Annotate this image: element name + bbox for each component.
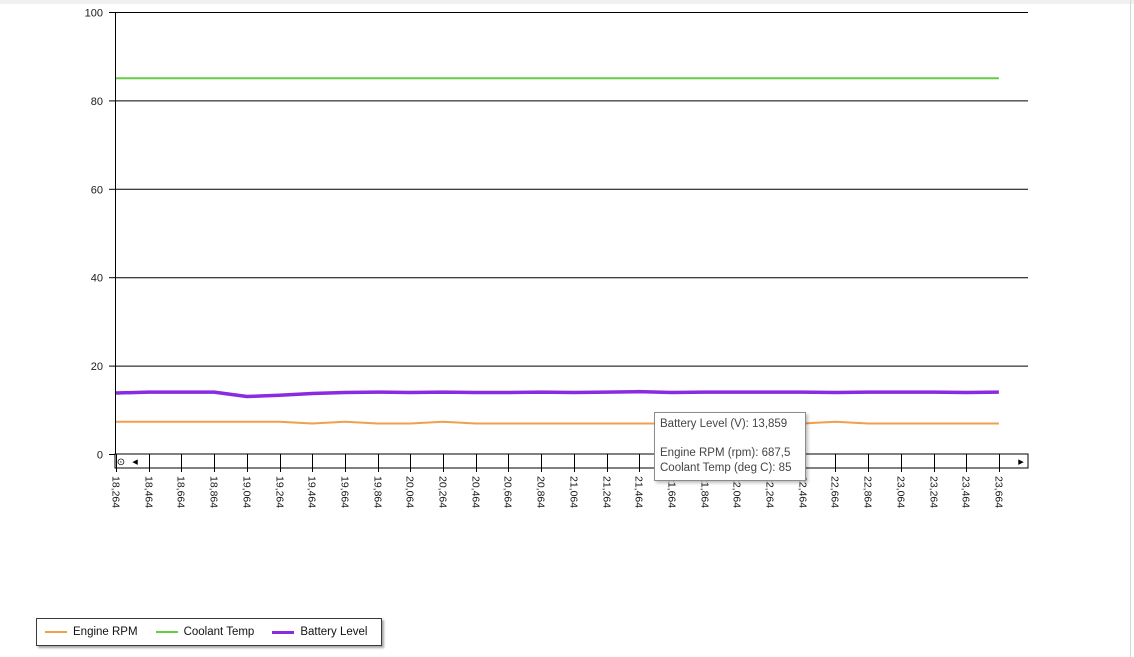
legend: Engine RPM Coolant Temp Battery Level: [36, 618, 383, 646]
x-tick-label: 18,664: [175, 476, 187, 508]
x-tick-label: 21,864: [699, 476, 711, 508]
x-tick-label: 22,464: [797, 476, 809, 508]
x-tick-label: 23,064: [895, 476, 907, 508]
x-tick-label: 23,464: [960, 476, 972, 508]
x-tick-label: 21,664: [666, 476, 678, 508]
tooltip-engine-rpm: Engine RPM (rpm): 687,5: [660, 447, 791, 459]
x-tick-label: 22,064: [731, 476, 743, 508]
legend-label-battery-level: Battery Level: [300, 626, 368, 638]
x-tick-label: 19,264: [274, 476, 286, 508]
x-tick-label: 22,664: [829, 476, 841, 508]
x-tick-label: 21,264: [601, 476, 613, 508]
legend-swatch-battery-level: [272, 630, 295, 634]
scrollbar-track[interactable]: [114, 453, 1029, 469]
series-lines: [115, 77, 999, 425]
x-tick-label: 18,464: [143, 476, 155, 508]
y-tick-label: 80: [91, 96, 103, 108]
line-chart: 0 20 40 60 80 100 ⊙ ◂ ▸ 18,264 18,464 18,664 18,86…: [85, 8, 1029, 508]
x-tick-label: 19,864: [372, 476, 384, 508]
y-tick-label: 0: [97, 450, 103, 462]
legend-swatch-engine-rpm: [45, 631, 67, 633]
series-line-engine-rpm: [116, 420, 999, 425]
x-tick-label: 19,664: [339, 476, 351, 508]
y-tick-label: 20: [91, 361, 103, 373]
data-tooltip: Battery Level (V): 13,859 Engine RPM (rp…: [654, 412, 806, 481]
x-tick-label: 21,464: [633, 476, 645, 508]
y-tick-label: 60: [91, 184, 103, 196]
x-tick-label: 18,864: [208, 476, 220, 508]
scroll-left-arrow-icon[interactable]: ◂: [132, 456, 138, 468]
legend-label-engine-rpm: Engine RPM: [73, 626, 138, 638]
x-tick-label: 19,064: [241, 476, 253, 508]
scroll-right-arrow-icon[interactable]: ▸: [1018, 456, 1024, 468]
x-axis: 18,264 18,464 18,664 18,864 19,064 19,264 19,4…: [110, 454, 1005, 508]
x-tick-label: 22,264: [764, 476, 776, 508]
x-tick-label: 22,864: [862, 476, 874, 508]
x-tick-label: 20,264: [437, 476, 449, 508]
window-top-strip: [0, 0, 1134, 4]
x-tick-label: 20,864: [535, 476, 547, 508]
x-tick-label: 20,064: [404, 476, 416, 508]
legend-swatch-coolant-temp: [155, 631, 178, 633]
y-tick-label: 100: [85, 8, 103, 20]
legend-item-engine-rpm[interactable]: Engine RPM: [45, 626, 138, 638]
tooltip-battery-level: Battery Level (V): 13,859: [660, 418, 788, 430]
x-tick-label: 20,664: [502, 476, 514, 508]
legend-item-battery-level[interactable]: Battery Level: [272, 626, 367, 638]
window-right-border: [1130, 0, 1131, 657]
x-tick-label: 23,264: [928, 476, 940, 508]
series-line-battery-level: [115, 389, 999, 399]
legend-label-coolant-temp: Coolant Temp: [183, 626, 255, 638]
x-tick-label: 23,664: [993, 476, 1005, 508]
x-tick-label: 19,464: [306, 476, 318, 508]
x-tick-label: 18,264: [110, 476, 122, 508]
x-tick-label: 21,064: [568, 476, 580, 508]
y-tick-label: 40: [91, 273, 103, 285]
x-tick-label: 20,464: [470, 476, 482, 508]
y-axis: 0 20 40 60 80 100: [85, 8, 116, 462]
legend-item-coolant-temp[interactable]: Coolant Temp: [155, 626, 255, 638]
zoom-reset-icon[interactable]: ⊙: [117, 457, 125, 468]
x-axis-scrollbar[interactable]: ⊙ ◂ ▸: [114, 453, 1029, 469]
tooltip-coolant-temp: Coolant Temp (deg C): 85: [660, 461, 792, 474]
